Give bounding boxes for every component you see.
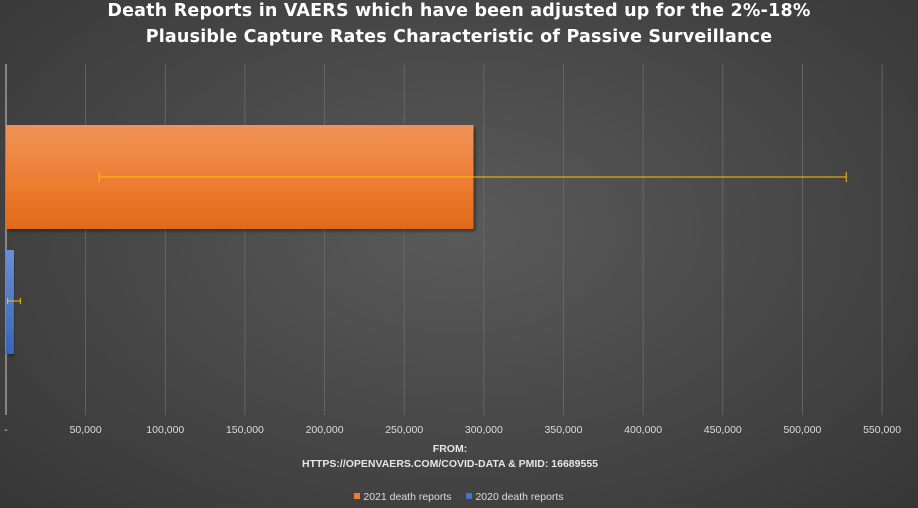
x-tick-label: 200,000: [306, 424, 344, 436]
x-tick-label: 50,000: [70, 424, 102, 436]
legend-item-2020: 2020 death reports: [466, 491, 564, 503]
source-url: HTTPS://OPENVAERS.COM/COVID-DATA & PMID:…: [302, 458, 598, 470]
legend-label-2021: 2021 death reports: [363, 491, 452, 503]
x-tick-label: 450,000: [704, 424, 742, 436]
x-tick-label: 250,000: [385, 424, 423, 436]
legend-item-2021: 2021 death reports: [354, 491, 452, 503]
x-tick-label: 500,000: [783, 424, 821, 436]
legend-label-2020: 2020 death reports: [475, 491, 564, 503]
legend-swatch-2021: [354, 493, 361, 500]
source-label: FROM:: [432, 443, 468, 455]
bar-2020: [6, 250, 14, 354]
chart-title-line-2: Plausible Capture Rates Characteristic o…: [145, 27, 773, 47]
x-tick-label: 550,000: [863, 424, 901, 436]
legend: 2021 death reports 2020 death reports: [0, 491, 918, 503]
x-tick-label: 150,000: [226, 424, 264, 436]
x-tick-label: 100,000: [146, 424, 184, 436]
x-tick-label: 300,000: [465, 424, 503, 436]
chart-title-line-1: Death Reports in VAERS which have been a…: [107, 1, 811, 21]
x-tick-label: 400,000: [624, 424, 662, 436]
x-tick-label: -: [4, 424, 8, 436]
chart-title: Death Reports in VAERS which have been a…: [0, 0, 918, 50]
x-tick-label: 350,000: [545, 424, 583, 436]
legend-swatch-2020: [466, 493, 473, 500]
